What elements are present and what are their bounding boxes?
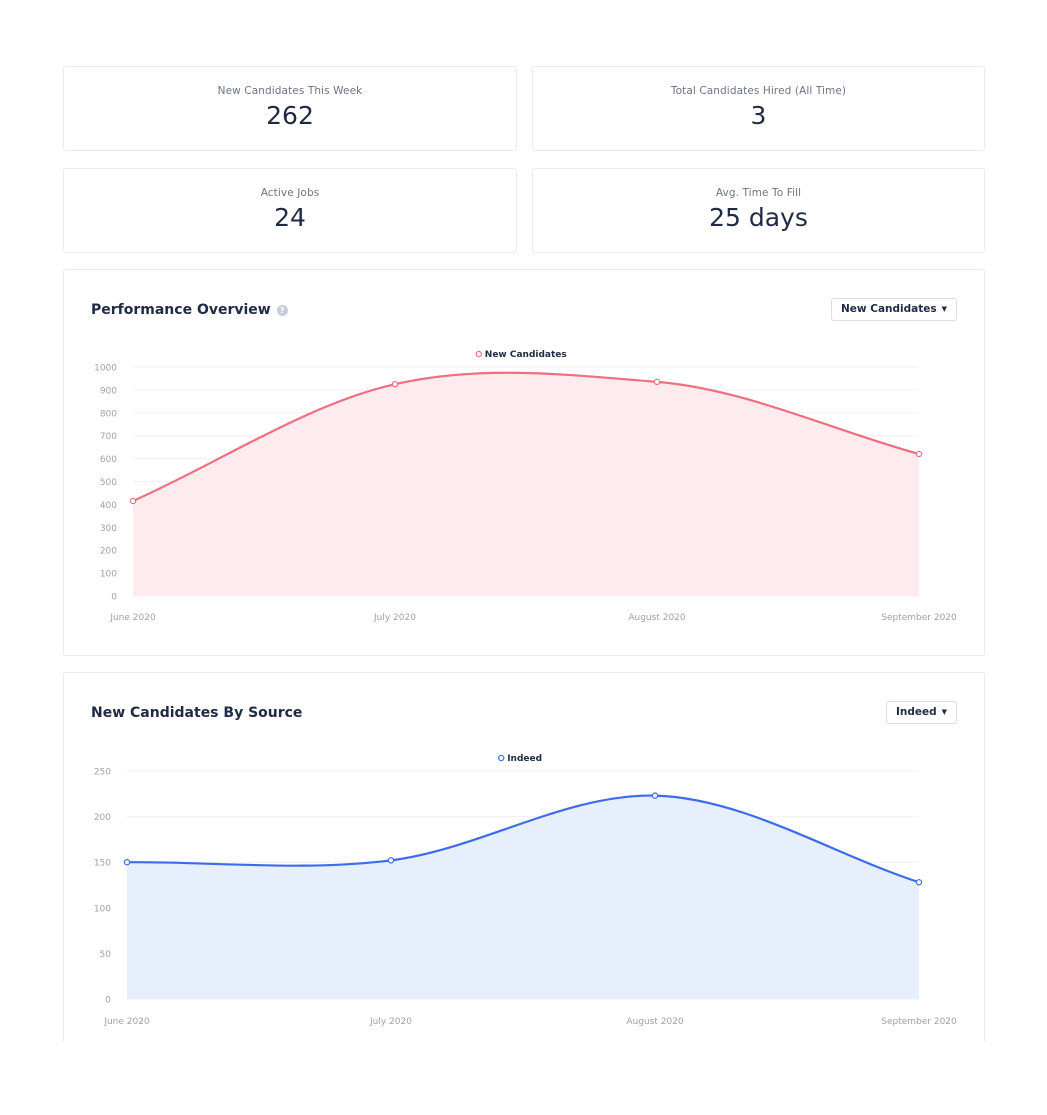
stat-value: 24 — [274, 203, 306, 232]
stat-label: Total Candidates Hired (All Time) — [670, 85, 847, 97]
stat-value: 3 — [750, 101, 767, 130]
help-icon[interactable]: ? — [276, 305, 288, 316]
performance-metric-dropdown[interactable]: New Candidates ▼ — [830, 298, 957, 321]
performance-overview-panel: Performance Overview? New Candidates ▼ — [63, 269, 985, 656]
caret-down-icon: ▼ — [941, 305, 947, 313]
stat-card-new-candidates: New Candidates This Week 262 — [63, 66, 517, 151]
stat-value: 262 — [266, 101, 314, 130]
performance-title: Performance Overview — [91, 302, 271, 318]
dropdown-label: Indeed — [895, 706, 937, 718]
stat-label: Avg. Time To Fill — [715, 187, 802, 199]
source-dropdown[interactable]: Indeed ▼ — [885, 701, 957, 724]
stat-label: Active Jobs — [260, 187, 320, 199]
stat-label: New Candidates This Week — [217, 85, 363, 97]
stat-value: 25 days — [709, 203, 808, 232]
caret-down-icon: ▼ — [941, 708, 947, 716]
panel-title: Performance Overview? — [91, 302, 288, 318]
stat-card-total-hired: Total Candidates Hired (All Time) 3 — [532, 66, 985, 151]
stat-card-active-jobs: Active Jobs 24 — [63, 168, 517, 253]
candidates-by-source-panel: New Candidates By Source Indeed ▼ — [63, 672, 985, 1041]
stat-card-avg-time-to-fill: Avg. Time To Fill 25 days — [532, 168, 985, 253]
panel-title: New Candidates By Source — [91, 705, 303, 721]
dropdown-label: New Candidates — [840, 303, 937, 315]
